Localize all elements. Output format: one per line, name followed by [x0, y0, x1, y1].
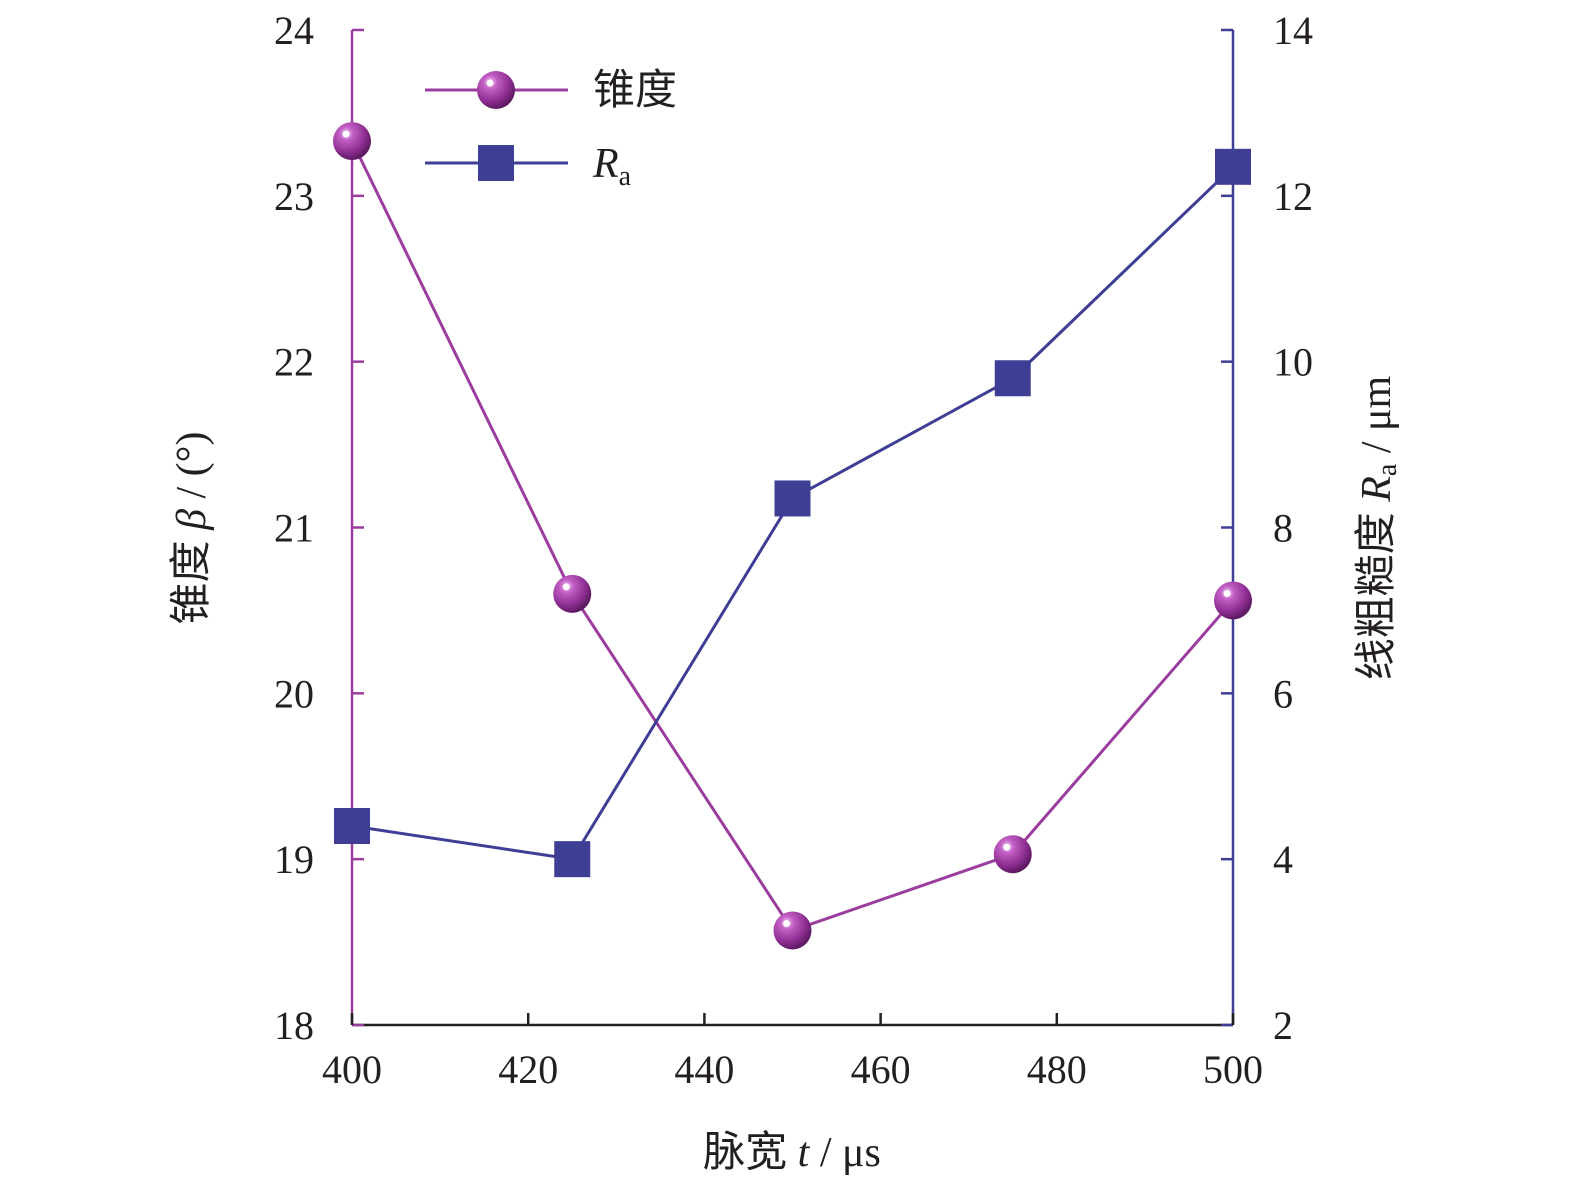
- x-tick-label: 480: [1027, 1047, 1087, 1092]
- ra-data-point: [994, 360, 1031, 397]
- taper-point-highlight: [1003, 843, 1011, 851]
- series-markers: [333, 122, 1252, 950]
- legend-entry-ra: Ra: [425, 141, 632, 192]
- legend-taper-highlight: [486, 79, 494, 87]
- left-y-tick-label: 23: [274, 174, 314, 219]
- x-tick-label: 400: [322, 1047, 382, 1092]
- legend-ra-marker: [478, 145, 514, 181]
- left-y-tick-label: 20: [274, 671, 314, 716]
- left-y-tick-label: 24: [274, 8, 314, 53]
- right-y-tick-label: 10: [1273, 340, 1313, 385]
- ra-data-point: [334, 808, 370, 844]
- x-ticks: 400 420 440 460 480 500: [322, 1013, 1263, 1092]
- taper-point-highlight: [342, 130, 350, 138]
- taper-data-point: [773, 911, 812, 950]
- left-y-tick-label: 22: [274, 340, 314, 385]
- ra-data-point: [554, 841, 591, 878]
- taper-data-point: [553, 574, 592, 613]
- right-y-tick-label: 14: [1273, 8, 1313, 53]
- right-y-tick-label: 6: [1273, 671, 1293, 716]
- x-axis-title: 脉宽 t / μs: [703, 1129, 881, 1176]
- ra-data-point: [1215, 148, 1251, 185]
- left-y-tick-label: 18: [274, 1003, 314, 1048]
- x-tick-label: 460: [851, 1047, 911, 1092]
- left-y-ticks: 18 19 20 21 22 23 24: [274, 8, 364, 1048]
- x-tick-label: 500: [1203, 1047, 1263, 1092]
- x-tick-label: 420: [498, 1047, 558, 1092]
- right-y-tick-label: 4: [1273, 837, 1293, 882]
- right-y-axis-title: 线粗糙度 Ra / μm: [1354, 375, 1403, 680]
- right-y-ticks: 2 4 6 8 10 12 14: [1221, 8, 1313, 1048]
- x-tick-label: 440: [674, 1047, 734, 1092]
- left-y-tick-label: 21: [274, 506, 314, 551]
- legend-ra-label: Ra: [592, 141, 632, 192]
- taper-point-highlight: [562, 583, 570, 591]
- right-y-tick-label: 2: [1273, 1003, 1293, 1048]
- legend-taper-label: 锥度: [593, 68, 677, 114]
- taper-data-point: [993, 835, 1032, 874]
- left-y-axis-title: 锥度 β / (°): [169, 432, 215, 625]
- legend-entry-taper: 锥度: [425, 68, 677, 114]
- legend: 锥度 Ra: [425, 68, 677, 192]
- taper-data-point: [1214, 581, 1252, 620]
- taper-point-highlight: [1223, 589, 1231, 597]
- taper-point-highlight: [783, 919, 790, 927]
- legend-taper-marker: [477, 71, 515, 109]
- right-y-tick-label: 8: [1273, 506, 1293, 551]
- series-lines: [350, 140, 1235, 932]
- ra-data-point: [774, 480, 811, 517]
- taper-series-line: [350, 140, 1235, 932]
- left-y-tick-label: 19: [274, 837, 314, 882]
- taper-data-point: [333, 122, 371, 161]
- right-y-tick-label: 12: [1273, 174, 1313, 219]
